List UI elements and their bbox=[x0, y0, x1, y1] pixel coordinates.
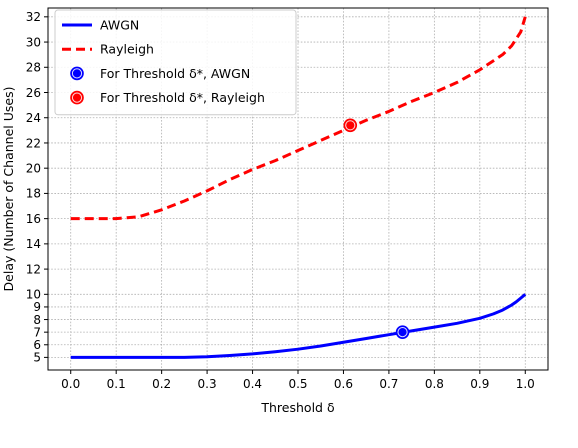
y-tick-label: 7 bbox=[33, 325, 41, 339]
y-tick-label: 8 bbox=[33, 313, 41, 327]
y-tick-label: 26 bbox=[26, 86, 41, 100]
x-axis-label: Threshold δ bbox=[260, 400, 334, 415]
x-tick-label: 0.5 bbox=[288, 377, 307, 391]
y-tick-label: 24 bbox=[26, 111, 41, 125]
series-layer bbox=[70, 16, 527, 359]
legend-label: For Threshold δ*, Rayleigh bbox=[100, 90, 265, 105]
y-tick-label: 32 bbox=[26, 10, 41, 24]
awgn-threshold-marker bbox=[395, 325, 410, 339]
y-tick-label: 9 bbox=[33, 300, 41, 314]
y-tick-label: 22 bbox=[26, 136, 41, 150]
legend-label: AWGN bbox=[100, 18, 139, 33]
y-tick-label: 6 bbox=[33, 338, 41, 352]
legend-label: Rayleigh bbox=[100, 42, 154, 57]
rayleigh-threshold-marker bbox=[343, 118, 358, 133]
y-tick-label: 14 bbox=[26, 237, 41, 251]
marker-layer bbox=[343, 118, 410, 339]
legend-marker-swatch-ring bbox=[71, 92, 83, 103]
x-tick-label: 0.6 bbox=[334, 377, 353, 391]
legend-marker-swatch bbox=[70, 66, 84, 81]
y-tick-label: 20 bbox=[26, 161, 41, 175]
legend-marker-swatch-ring bbox=[71, 68, 83, 79]
legend-box bbox=[54, 9, 297, 116]
y-tick-label: 30 bbox=[26, 35, 41, 49]
x-tick-label: 1.0 bbox=[516, 377, 535, 391]
rayleigh-threshold-marker-ring bbox=[345, 120, 356, 131]
series-line-awgn bbox=[70, 293, 527, 359]
x-tick-label: 0.8 bbox=[425, 377, 444, 391]
awgn-threshold-marker-ring bbox=[397, 327, 408, 338]
y-tick-label: 12 bbox=[26, 262, 41, 276]
y-tick-label: 16 bbox=[26, 212, 41, 226]
y-tick-label: 5 bbox=[33, 351, 41, 365]
y-tick-label: 10 bbox=[26, 288, 41, 302]
x-tick-label: 0.3 bbox=[198, 377, 217, 391]
legend-label: For Threshold δ*, AWGN bbox=[100, 66, 250, 81]
legend: AWGN Rayleigh For Threshold δ*, AWGN For Th… bbox=[54, 9, 297, 116]
x-axis-ticks: 0.0 0.1 0.2 0.3 0.4 0.5 0.6 0.7 0.8 0.9 1.0 bbox=[61, 370, 535, 391]
series-line-rayleigh bbox=[70, 16, 527, 221]
y-axis-label: Delay (Number of Channel Uses) bbox=[1, 87, 16, 292]
legend-marker-swatch bbox=[70, 90, 84, 105]
x-tick-label: 0.2 bbox=[152, 377, 171, 391]
y-tick-label: 28 bbox=[26, 61, 41, 75]
x-tick-label: 0.0 bbox=[61, 377, 80, 391]
x-tick-label: 0.1 bbox=[107, 377, 126, 391]
y-tick-label: 18 bbox=[26, 187, 41, 201]
x-tick-label: 0.4 bbox=[243, 377, 262, 391]
x-tick-label: 0.7 bbox=[379, 377, 398, 391]
x-tick-label: 0.9 bbox=[470, 377, 489, 391]
